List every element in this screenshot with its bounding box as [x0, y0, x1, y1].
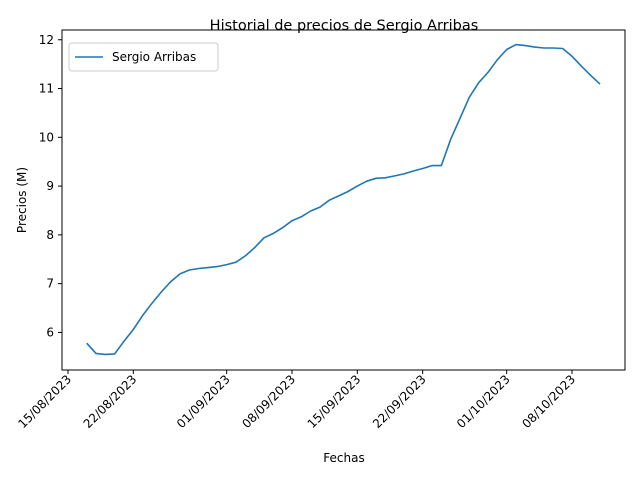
x-tick-label: 01/09/2023 [174, 372, 233, 431]
y-axis-label: Precios (M) [15, 167, 29, 233]
legend-label: Sergio Arribas [112, 50, 196, 64]
y-tick-label: 6 [46, 325, 54, 339]
series-line [86, 43, 601, 356]
x-tick-label: 08/10/2023 [519, 372, 578, 431]
axes-frame [61, 29, 626, 371]
y-tick-label: 12 [39, 33, 54, 47]
x-axis: 15/08/2023 22/08/2023 01/09/2023 08/09/2023… [15, 370, 578, 431]
plot-area [86, 43, 601, 356]
x-tick-label: 08/09/2023 [239, 372, 298, 431]
legend-box [68, 42, 219, 72]
y-tick-label: 7 [46, 277, 54, 291]
chart-title: Historial de precios de Sergio Arribas [210, 18, 479, 34]
x-tick-label: 22/08/2023 [81, 372, 140, 431]
x-tick-label: 01/10/2023 [454, 372, 513, 431]
legend: Sergio Arribas [68, 42, 219, 72]
x-axis-label: Fechas [323, 451, 364, 465]
x-tick-label: 15/08/2023 [15, 372, 74, 431]
y-tick-label: 9 [46, 179, 54, 193]
y-axis: 6 7 8 9 10 11 12 [39, 33, 62, 339]
y-tick-label: 8 [46, 228, 54, 242]
y-tick-label: 10 [39, 130, 54, 144]
x-tick-label: 22/09/2023 [370, 372, 429, 431]
y-tick-label: 11 [39, 82, 54, 96]
x-tick-label: 15/09/2023 [305, 372, 364, 431]
